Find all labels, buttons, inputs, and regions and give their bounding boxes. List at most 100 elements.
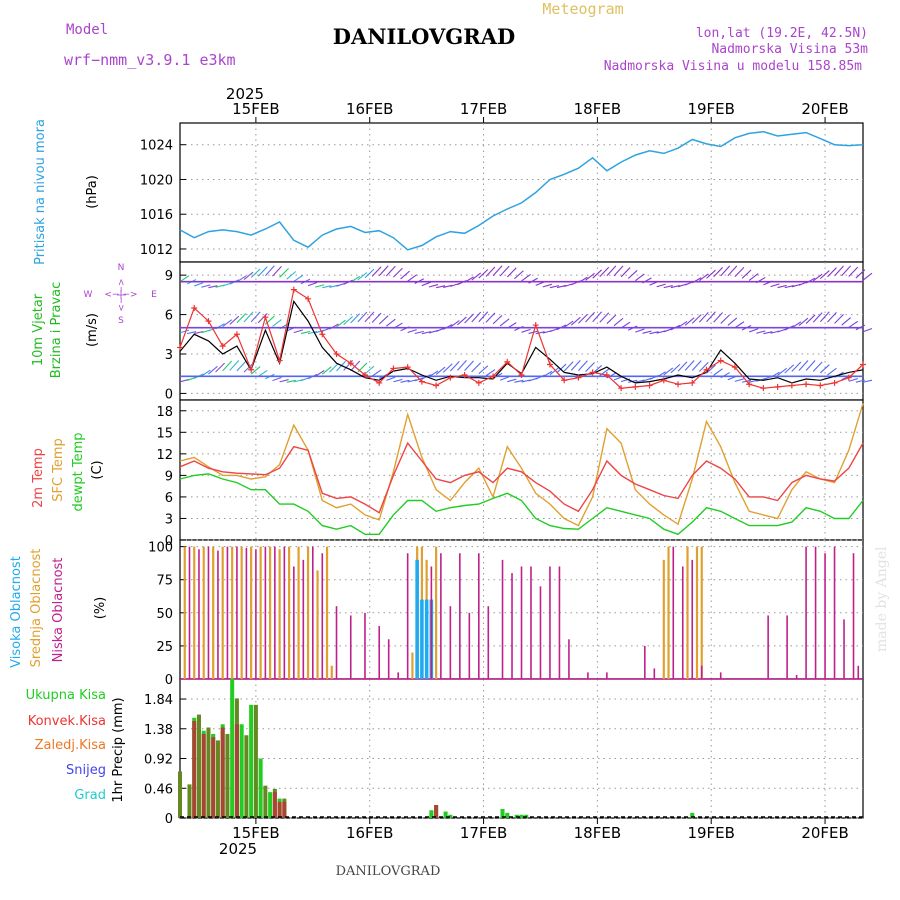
wind-barb [805, 314, 816, 324]
wind-gust-marker [632, 383, 639, 390]
wind-barb [243, 362, 254, 373]
wind-barb [706, 269, 716, 279]
y-tick-label: 1024 [140, 139, 173, 154]
cloud-bar-niska [719, 672, 722, 679]
cloud-bar-niska [207, 546, 210, 679]
wind-gust-marker [219, 343, 226, 350]
cloud-bar-niska [681, 566, 684, 679]
precip-total-bar [690, 812, 695, 818]
wind-gust-marker [390, 365, 397, 372]
wind-barb [698, 312, 709, 323]
wind-gust-marker [191, 305, 198, 311]
wind-barb [236, 360, 247, 372]
wind-barb [492, 314, 503, 325]
wind-barb [250, 366, 261, 375]
y-tick-label: 75 [156, 574, 173, 589]
cloud-bar-srednja [240, 546, 243, 679]
wind-barb [627, 269, 638, 279]
wind-barb [471, 272, 482, 281]
cloud-bar-niska [568, 639, 570, 679]
panels-layer: 1012 1016 1020 1024 0 3 6 9 0 3 6 9 12 15 18 0 25 50 75 100… [140, 100, 873, 842]
y-tick-label: 1.84 [144, 693, 173, 708]
wind-barb [279, 379, 289, 383]
wind-barb [848, 266, 859, 277]
cloud-bar-niska [430, 566, 433, 679]
wind-barb [699, 273, 709, 281]
station-title: DANILOVGRAD [333, 24, 515, 49]
wind-barb [720, 265, 731, 277]
wind-barb [827, 267, 837, 278]
wind-barb [798, 317, 809, 326]
wind-barb [300, 330, 311, 335]
cloud-bar-visoka [415, 559, 419, 679]
cloud-bar-niska [786, 615, 788, 679]
wind-gust-marker [433, 382, 440, 389]
y-tick-label: 1016 [140, 208, 173, 223]
model-label: Model [66, 22, 108, 38]
wind-barb [194, 282, 204, 287]
compass-south: S [118, 316, 124, 326]
wind-barb [812, 361, 823, 372]
cloud-bar-niska [478, 553, 480, 679]
wind-barb [315, 284, 325, 288]
wind-barb [478, 269, 489, 279]
wind-barb [748, 328, 759, 333]
wind-barb [791, 361, 802, 372]
precip-convective-bar [234, 724, 239, 818]
wind-barb [862, 379, 873, 383]
wind-barb [613, 317, 624, 327]
wind-barb [734, 378, 745, 382]
wind-barb [862, 327, 873, 333]
y-tick-label: 0 [165, 673, 173, 688]
wind-gust-marker [518, 372, 525, 379]
wind-gust-marker [376, 379, 383, 386]
wind-gust-marker [831, 379, 838, 386]
y-tick-label: 18 [156, 405, 173, 420]
wind-barb [443, 284, 453, 288]
wind-barb [727, 265, 738, 277]
cloud-bar-niska [587, 672, 589, 679]
wind-barb [834, 314, 844, 324]
wind-barb [485, 369, 496, 377]
wind-barb [201, 369, 211, 377]
wind-barb [336, 360, 346, 372]
footer-title: DANILOVGRAD [336, 864, 441, 879]
x-day-label-bottom: 15FEB [232, 824, 279, 842]
wind-barb [250, 311, 261, 323]
wind-barb [314, 370, 325, 377]
x-day-label-bottom: 17FEB [460, 824, 507, 842]
wind-barb [706, 311, 716, 323]
wind-barb [713, 312, 723, 323]
wind-gust-marker [205, 318, 212, 325]
x-day-label-top: 19FEB [687, 100, 734, 118]
wind-barb [293, 274, 304, 282]
x-day-label-top: 17FEB [460, 100, 507, 118]
wind-gust-marker [248, 366, 255, 373]
wind-barb [635, 273, 645, 282]
panel-frame [179, 399, 864, 541]
wind-barb [549, 367, 560, 376]
wind-barb [329, 363, 339, 373]
cloud-bar-visoka [420, 599, 424, 679]
wind-barb [186, 331, 197, 335]
cloud-bar-niska [378, 626, 381, 679]
cloud-bar-niska [217, 550, 219, 679]
cloud-bar-niska [606, 672, 608, 679]
cloud-bar-srednja [330, 665, 333, 679]
model-name: wrf−nmm_v3.9.1 e3km [64, 51, 236, 69]
wind-gust-marker [689, 379, 696, 386]
x-day-label-top: 16FEB [346, 100, 393, 118]
wind-barb [635, 379, 645, 383]
dewpt-title: dewpt Temp [71, 432, 86, 511]
precip-total-bar [249, 704, 254, 818]
wind-gust-marker [305, 295, 312, 302]
cloud-bar-srednja [316, 570, 319, 679]
wind-barb [400, 379, 410, 383]
cloud-bar-niska [653, 668, 656, 679]
wind-barb [407, 274, 417, 282]
wind-barb [812, 273, 823, 282]
cloud-bar-niska [795, 675, 798, 679]
wind-barb [293, 329, 303, 334]
wind-barb [393, 267, 403, 278]
wind-barb [855, 379, 866, 383]
